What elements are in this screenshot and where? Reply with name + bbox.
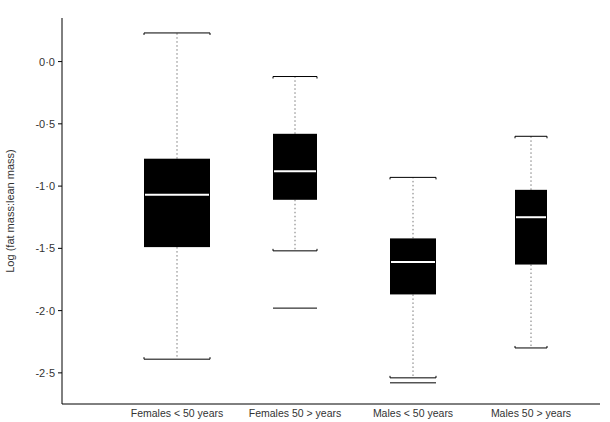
y-tick-label: -2·0 [35, 305, 55, 317]
y-tick-label: -1·5 [35, 242, 55, 254]
y-tick-label: -1·0 [35, 180, 55, 192]
x-tick-label: Males 50 > years [491, 407, 571, 419]
box [515, 190, 547, 265]
upper-whisker [177, 33, 178, 159]
y-tick-label: -0·5 [35, 118, 55, 130]
y-tick [58, 61, 62, 62]
box [144, 159, 210, 247]
upper-cap [515, 136, 547, 138]
median [274, 170, 316, 172]
y-tick [58, 372, 62, 373]
y-tick [58, 248, 62, 249]
y-tick [58, 123, 62, 124]
y-tick-label: -2·5 [35, 367, 55, 379]
lower-cap [273, 249, 317, 251]
box [273, 134, 317, 200]
chart-container: 0·0 -0·5 -1·0 -1·5 -2·0 -2·5 Log (fat mass:lea… [0, 0, 610, 422]
median [391, 261, 435, 263]
median [145, 194, 209, 196]
box [390, 238, 436, 294]
lower-whisker [531, 265, 532, 348]
lower-cap [390, 376, 436, 378]
x-axis-line [62, 404, 600, 405]
y-tick [58, 186, 62, 187]
chart-svg: 0·0 -0·5 -1·0 -1·5 -2·0 -2·5 Log (fat mass:lea… [0, 0, 610, 422]
y-axis-line [62, 18, 63, 404]
median [516, 216, 546, 218]
upper-cap [390, 177, 436, 179]
upper-whisker [295, 77, 296, 134]
outlier [390, 382, 436, 383]
plot-area [144, 33, 547, 383]
lower-whisker [413, 294, 414, 377]
y-axis-label: Log (fat mass:lean mass) [4, 149, 16, 273]
y-tick-label: 0·0 [39, 56, 55, 68]
upper-whisker [531, 136, 532, 190]
upper-cap [144, 33, 210, 35]
lower-cap [144, 357, 210, 359]
x-tick-label: Males < 50 years [373, 407, 453, 419]
x-tick-label: Females 50 > years [249, 407, 342, 419]
outlier [273, 308, 317, 309]
lower-whisker [295, 200, 296, 251]
lower-whisker [177, 247, 178, 359]
y-tick [58, 310, 62, 311]
upper-whisker [413, 177, 414, 238]
lower-cap [515, 346, 547, 348]
x-tick-label: Females < 50 years [131, 407, 224, 419]
upper-cap [273, 77, 317, 79]
